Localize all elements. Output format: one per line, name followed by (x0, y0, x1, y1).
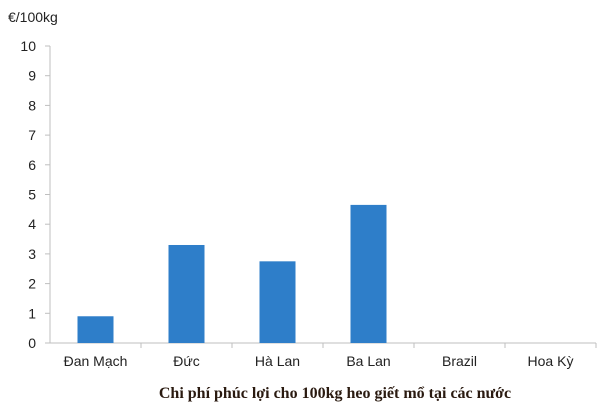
bar (168, 244, 205, 343)
x-tick-label: Brazil (442, 353, 477, 369)
x-tick-label: Đan Mạch (64, 353, 128, 369)
bar (259, 261, 296, 343)
chart-title: Chi phí phúc lợi cho 100kg heo giết mổ t… (159, 385, 511, 402)
y-tick-label: 3 (28, 246, 36, 262)
y-tick-label: 1 (28, 305, 36, 321)
y-tick-label: 8 (28, 97, 36, 113)
y-tick-label: 9 (28, 68, 36, 84)
y-tick-label: 6 (28, 157, 36, 173)
bars-group (77, 204, 387, 343)
y-tick-label: 7 (28, 127, 36, 143)
x-tick-label: Hoa Kỳ (528, 353, 574, 369)
x-tick-label: Đức (173, 353, 199, 369)
bar (77, 316, 114, 343)
y-tick-label: 2 (28, 276, 36, 292)
y-axis-ticks: 0 1 2 3 4 5 6 7 8 9 10 (20, 38, 50, 351)
y-tick-label: 5 (28, 187, 36, 203)
y-tick-label: 4 (28, 216, 36, 232)
y-tick-label: 0 (28, 335, 36, 351)
y-axis-unit-label: €/100kg (8, 9, 58, 25)
x-axis-labels: Đan Mạch Đức Hà Lan Ba Lan Brazil Hoa Kỳ (64, 343, 597, 369)
x-tick-label: Hà Lan (255, 353, 300, 369)
x-tick-label: Ba Lan (346, 353, 390, 369)
bar (350, 204, 387, 343)
y-tick-label: 10 (20, 38, 36, 54)
